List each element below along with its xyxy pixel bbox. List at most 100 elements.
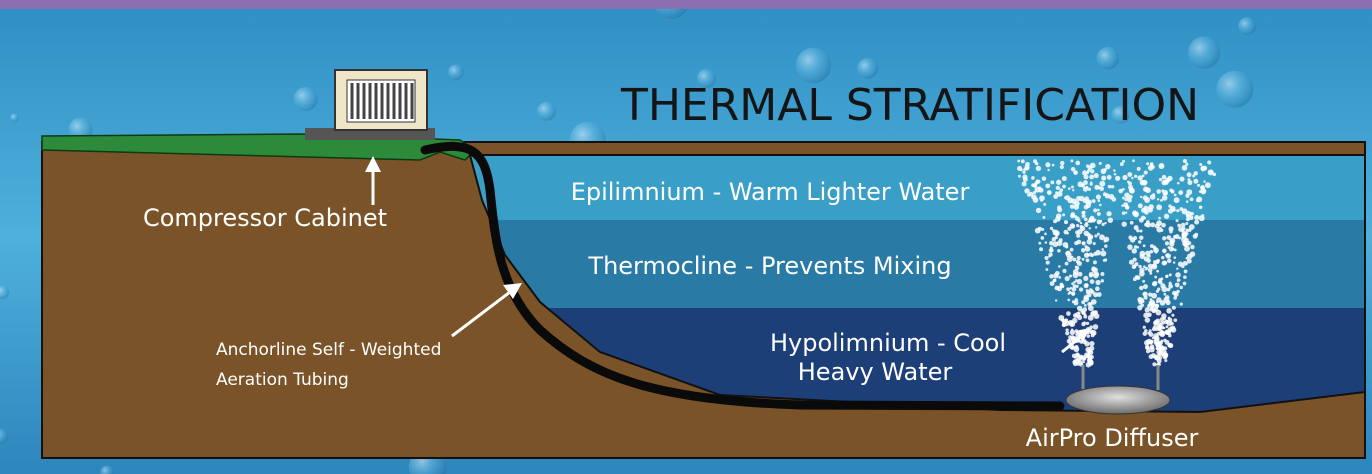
- bubble-dot: [1156, 301, 1158, 303]
- bubble-dot: [1143, 331, 1147, 335]
- bubble-dot: [1100, 251, 1106, 257]
- bubble-dot: [1156, 290, 1159, 293]
- bubble-dot: [1187, 180, 1192, 185]
- bubble-dot: [1129, 260, 1134, 265]
- bubble-dot: [1177, 182, 1180, 185]
- bubble-dot: [1045, 241, 1048, 244]
- bubble-dot: [1057, 205, 1061, 209]
- bubble-dot: [1203, 166, 1207, 170]
- bubble-dot: [1078, 219, 1081, 222]
- bubble-dot: [1183, 275, 1187, 279]
- bubble-dot: [1048, 252, 1052, 256]
- bubble-dot: [1165, 241, 1169, 245]
- bubble-dot: [1176, 209, 1179, 212]
- bubble-dot: [1062, 269, 1066, 273]
- bubble-dot: [1145, 317, 1150, 322]
- bubble-dot: [1154, 276, 1157, 279]
- bubble-dot: [1082, 170, 1087, 175]
- bubble-dot: [1062, 185, 1066, 189]
- bubble-dot: [1194, 220, 1199, 225]
- bubble-dot: [1137, 246, 1140, 249]
- bubble-dot: [1167, 259, 1171, 263]
- bubble-dot: [1150, 222, 1155, 227]
- bubble-dot: [1090, 279, 1095, 284]
- bubble-dot: [1065, 262, 1069, 266]
- bubble-dot: [1070, 287, 1073, 290]
- bubble-dot: [1139, 286, 1143, 290]
- bubble-dot: [1073, 258, 1077, 262]
- bubble-dot: [1076, 358, 1079, 361]
- bubble-dot: [1070, 214, 1075, 219]
- bubble-dot: [1018, 175, 1021, 178]
- bubble-dot: [1190, 197, 1194, 201]
- bubble-dot: [1092, 199, 1096, 203]
- bubble-dot: [1175, 234, 1180, 239]
- bubble-dot: [1090, 169, 1094, 173]
- bubble-dot: [1101, 168, 1107, 174]
- bubble-dot: [1162, 195, 1168, 201]
- bubble-dot: [1134, 262, 1138, 266]
- bubble-dot: [1171, 314, 1174, 317]
- bubble-dot: [1150, 298, 1152, 300]
- bubble-dot: [1185, 163, 1188, 166]
- bubble-dot: [1159, 164, 1162, 167]
- bubble-dot: [1081, 211, 1085, 215]
- bubble-dot: [1196, 199, 1199, 202]
- bubble-dot: [1154, 304, 1159, 309]
- bubble-dot: [1156, 204, 1162, 210]
- bubble-dot: [1088, 188, 1091, 191]
- bubble-dot: [1146, 222, 1151, 227]
- bubble-dot: [1068, 292, 1071, 295]
- bubble-dot: [1034, 187, 1040, 193]
- bubble-dot: [1152, 263, 1157, 268]
- bubble-dot: [1084, 205, 1089, 210]
- bubble-dot: [1075, 345, 1079, 349]
- bubble-dot: [1113, 169, 1116, 172]
- bubble-dot: [1141, 180, 1147, 186]
- bubble-dot: [1095, 286, 1100, 291]
- bubble-dot: [1143, 326, 1146, 329]
- bubble-dot: [1143, 244, 1146, 247]
- bubble-dot: [1165, 300, 1170, 305]
- bubble-dot: [1115, 176, 1120, 181]
- bubble-dot: [1049, 274, 1053, 278]
- bubble-dot: [1095, 250, 1101, 256]
- bubble-dot: [1155, 343, 1160, 348]
- bubble-dot: [1057, 191, 1063, 197]
- bubble: [1188, 37, 1220, 69]
- bubble-dot: [1132, 159, 1135, 162]
- bubble-dot: [1162, 317, 1165, 320]
- bubble-dot: [1146, 162, 1149, 165]
- bubble-dot: [1139, 298, 1144, 303]
- bubble-dot: [1145, 187, 1151, 193]
- bubble-dot: [1093, 324, 1099, 330]
- bubble-dot: [1108, 185, 1112, 189]
- bubble-dot: [1153, 281, 1157, 285]
- bubble-dot: [1101, 248, 1103, 250]
- bubble-dot: [1077, 181, 1083, 187]
- bubble-dot: [1089, 341, 1094, 346]
- label: Anchorline Self - Weighted: [216, 340, 441, 360]
- bubble-dot: [1155, 328, 1158, 331]
- bubble-dot: [1164, 192, 1167, 195]
- bubble-dot: [1107, 175, 1112, 180]
- bubble-dot: [1044, 233, 1047, 236]
- bubble-dot: [1194, 171, 1198, 175]
- bubble-dot: [1165, 355, 1168, 358]
- bubble-dot: [1089, 346, 1094, 351]
- bubble-dot: [1207, 160, 1211, 164]
- bubble-dot: [1122, 188, 1125, 191]
- bubble-dot: [1163, 249, 1166, 252]
- bubble-dot: [1173, 318, 1177, 322]
- bubble-dot: [1088, 360, 1093, 365]
- bubble-dot: [1082, 242, 1084, 244]
- bubble: [1216, 71, 1253, 108]
- bubble-dot: [1197, 184, 1200, 187]
- bubble-dot: [1060, 283, 1064, 287]
- bubble-dot: [1043, 203, 1046, 206]
- bubble-dot: [1077, 315, 1082, 320]
- bubble-dot: [1074, 241, 1078, 245]
- bubble-dot: [1160, 340, 1163, 343]
- bubble-dot: [1093, 310, 1098, 315]
- bubble-dot: [1138, 240, 1141, 243]
